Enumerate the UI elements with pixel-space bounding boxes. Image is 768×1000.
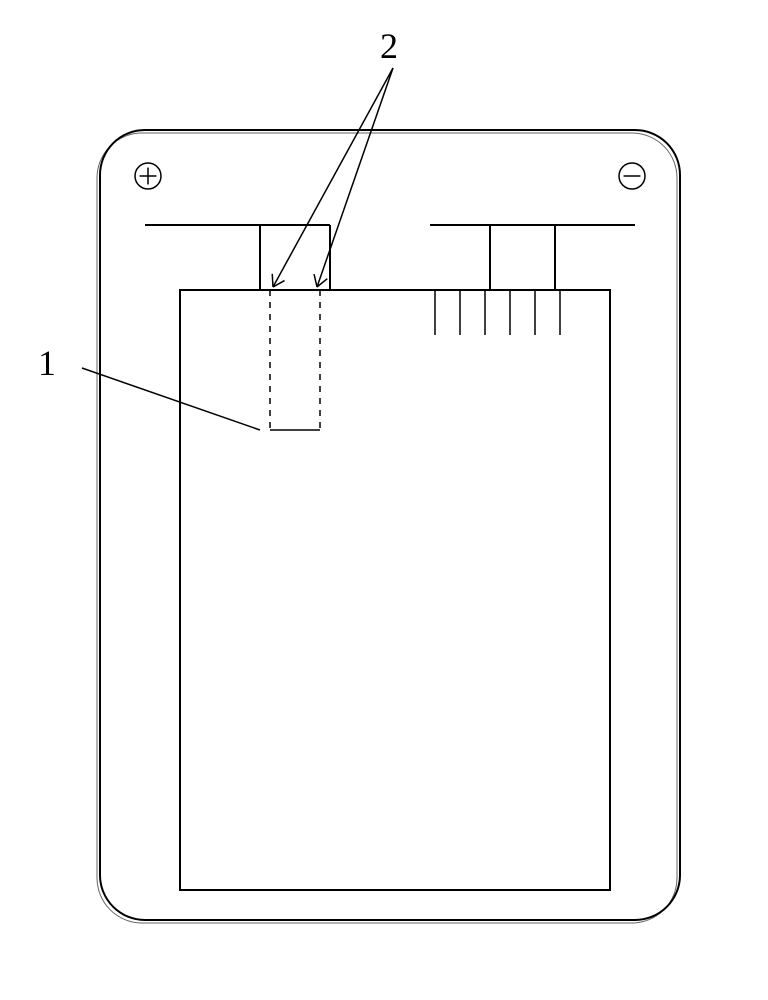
outer-case (100, 130, 680, 920)
callout-1-label: 1 (38, 343, 56, 383)
inner-rect (180, 290, 610, 890)
tab-right (490, 225, 555, 290)
callout-1-leader (82, 368, 260, 430)
terminal-minus-icon (619, 163, 645, 189)
dashed-inner-tab (270, 290, 320, 430)
callout-2: 2 (272, 26, 398, 287)
hatch-lines (435, 290, 560, 335)
technical-diagram: 12 (0, 0, 768, 1000)
callout-1: 1 (38, 343, 260, 430)
callout-2-label: 2 (380, 26, 398, 66)
outer-case-shadow (97, 133, 677, 923)
terminal-plus-icon (135, 163, 161, 189)
